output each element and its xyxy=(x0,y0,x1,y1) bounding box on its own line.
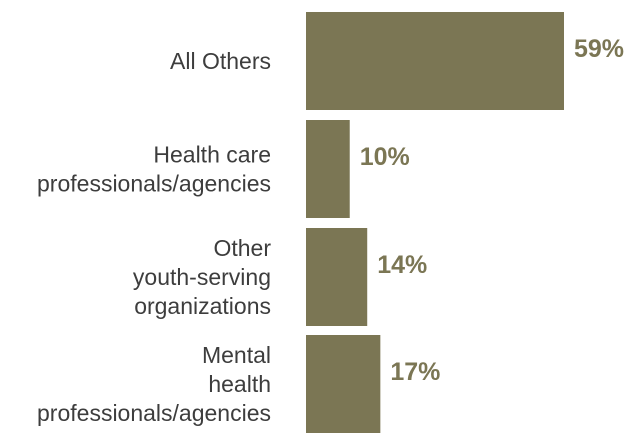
bar-2 xyxy=(306,228,368,326)
bar-1 xyxy=(306,120,350,218)
category-label-2: Other youth-serving organizations xyxy=(133,235,271,319)
category-label-line: health xyxy=(208,371,271,397)
category-label-1: Health care professionals/agencies xyxy=(37,142,271,197)
value-label-3: 17% xyxy=(390,358,440,386)
category-label-line: professionals/agencies xyxy=(37,171,271,197)
category-label-line: Mental xyxy=(202,342,271,368)
category-label-line: organizations xyxy=(134,293,271,319)
value-label-2: 14% xyxy=(377,251,427,279)
value-label-0: 59% xyxy=(574,35,624,63)
category-label-line: professionals/agencies xyxy=(37,400,271,426)
category-label-0: All Others xyxy=(170,48,271,74)
bar-3 xyxy=(306,335,381,433)
category-label-line: Other xyxy=(213,235,271,261)
category-label-line: Health care xyxy=(153,142,271,168)
category-label-line: youth-serving xyxy=(133,264,271,290)
category-label-line: All Others xyxy=(170,48,271,74)
bar-0 xyxy=(306,12,564,110)
category-label-3: Mental health professionals/agencies xyxy=(37,342,271,426)
value-label-1: 10% xyxy=(360,143,410,171)
